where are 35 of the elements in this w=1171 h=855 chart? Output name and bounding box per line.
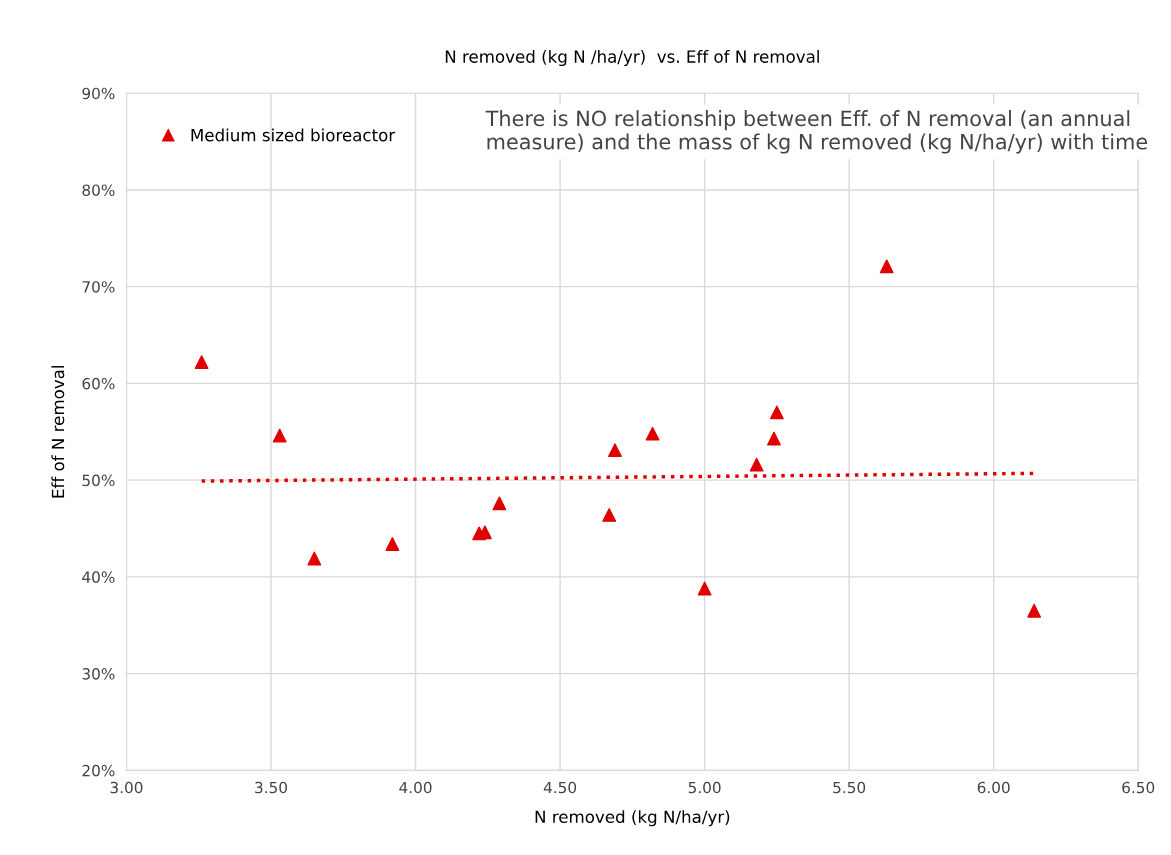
- point: [1027, 603, 1042, 618]
- y-axis-title: Eff of N removal: [51, 366, 65, 498]
- point: [602, 508, 617, 522]
- point: [385, 537, 400, 551]
- annotation: There is NO relationship between Eff. of N removal (an annual measure) and the mass of kg N removed (kg N/ha/yr) with time: [485, 110, 1148, 154]
- x-tick-label: 5.00: [688, 781, 721, 794]
- point: [608, 443, 622, 458]
- y-tick-label: 70%: [82, 281, 115, 293]
- x-tick-label: 4.50: [543, 781, 577, 794]
- y-tick-label: 30%: [82, 668, 115, 680]
- x-axis-title: N removed (kg N/ha/yr): [535, 810, 730, 827]
- y-tick-label: 60%: [82, 377, 115, 390]
- point: [879, 259, 894, 274]
- point: [272, 428, 287, 443]
- x-tick-label: 6.50: [1122, 781, 1155, 794]
- y-tick-label: 20%: [82, 764, 115, 777]
- chart-title: N removed (kg N /ha/yr) vs. Eff of N removal: [445, 49, 819, 67]
- y-tick-label: 80%: [82, 184, 115, 196]
- point: [492, 496, 507, 511]
- point: [645, 426, 660, 441]
- y-tick-label: 90%: [82, 87, 115, 100]
- point: [749, 457, 764, 472]
- x-tick-label: 6.00: [977, 781, 1010, 794]
- point: [697, 581, 712, 596]
- x-tick-label: 5.50: [833, 781, 866, 794]
- y-tick-label: 40%: [82, 571, 115, 583]
- legend-label: Medium sized bioreactor: [191, 128, 396, 142]
- x-tick-label: 3.00: [110, 781, 143, 794]
- x-tick-label: 4.00: [399, 781, 432, 794]
- point: [769, 405, 784, 420]
- point: [767, 431, 781, 446]
- point: [307, 551, 322, 566]
- y-tick-label: 50%: [82, 474, 115, 487]
- x-tick-label: 3.50: [255, 781, 287, 794]
- point: [194, 355, 209, 370]
